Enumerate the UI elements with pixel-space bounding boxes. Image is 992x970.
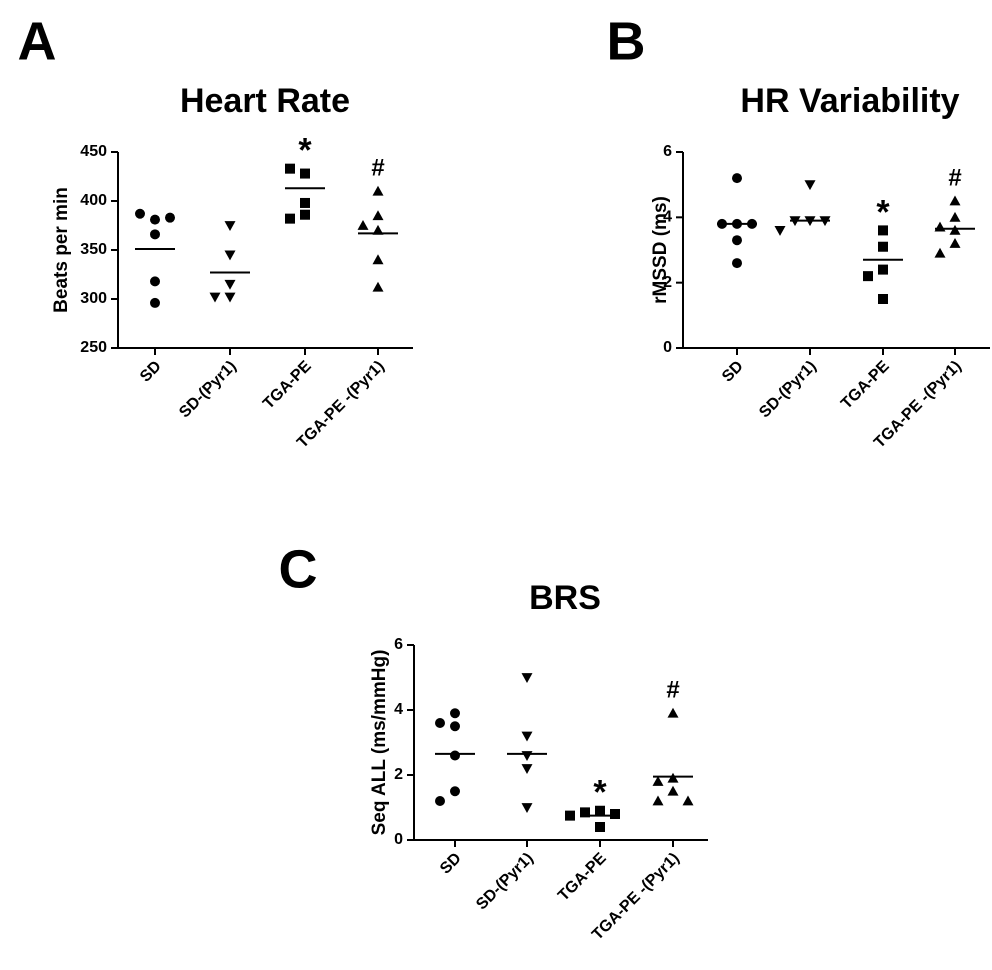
y-tick-label: 0	[394, 831, 403, 848]
x-tick-label: SD	[137, 358, 165, 386]
data-point	[610, 809, 620, 819]
data-point	[521, 751, 533, 761]
y-tick-label: 250	[80, 339, 107, 356]
data-point	[595, 805, 605, 816]
y-tick-label: 2	[663, 274, 672, 291]
y-axis-label: Beats per min	[51, 187, 72, 313]
data-point	[934, 247, 946, 258]
data-point	[667, 772, 679, 783]
data-point	[863, 271, 873, 282]
chart-title: BRS	[529, 579, 601, 617]
y-axis-label: rMSSD (ms)	[650, 196, 671, 304]
data-point	[285, 163, 295, 174]
data-point	[521, 731, 533, 742]
y-tick-label: 6	[663, 143, 672, 160]
x-tick-label: SD-(Pyr1)	[176, 358, 240, 422]
data-point	[732, 173, 742, 184]
data-point	[652, 795, 664, 806]
data-point	[450, 721, 460, 732]
data-point	[667, 785, 679, 796]
significance-mark: #	[666, 677, 679, 704]
data-point	[300, 197, 310, 208]
data-point	[300, 209, 310, 220]
data-point	[372, 224, 384, 235]
data-point	[878, 264, 888, 275]
data-point	[652, 776, 664, 786]
data-point	[774, 226, 786, 236]
significance-mark: *	[876, 193, 890, 231]
data-point	[667, 707, 679, 718]
data-point	[949, 211, 961, 222]
data-point	[372, 185, 384, 196]
data-point	[150, 214, 160, 225]
data-point	[372, 254, 384, 265]
data-point	[732, 235, 742, 246]
panel-label: A	[18, 11, 57, 71]
data-point	[150, 276, 160, 287]
y-tick-label: 4	[663, 209, 672, 226]
data-point	[949, 224, 961, 235]
y-tick-label: 0	[663, 339, 672, 356]
y-tick-label: 2	[394, 766, 403, 783]
y-tick-label: 4	[394, 701, 403, 718]
data-point	[580, 807, 590, 818]
data-point	[565, 810, 575, 821]
data-point	[732, 258, 742, 269]
data-point	[934, 221, 946, 232]
data-point	[285, 213, 295, 224]
data-point	[521, 673, 533, 683]
data-point	[521, 764, 533, 774]
y-tick-label: 450	[80, 143, 107, 160]
data-point	[450, 786, 460, 797]
data-point	[224, 250, 236, 261]
significance-mark: *	[298, 132, 312, 170]
data-point	[878, 294, 888, 304]
data-point	[135, 208, 145, 219]
y-tick-label: 400	[80, 192, 107, 209]
y-tick-label: 6	[394, 636, 403, 653]
data-point	[357, 220, 369, 230]
panel-label: B	[607, 11, 646, 71]
data-point	[150, 229, 160, 240]
data-point	[372, 210, 384, 221]
data-point	[209, 292, 221, 303]
x-tick-label: TGA-PE	[260, 358, 315, 413]
data-point	[949, 195, 961, 206]
x-tick-label: SD-(Pyr1)	[756, 358, 820, 422]
data-point	[878, 241, 888, 252]
data-point	[224, 279, 236, 290]
data-point	[878, 225, 888, 236]
x-tick-label: TGA-PE	[555, 850, 610, 905]
data-point	[435, 796, 445, 806]
data-point	[949, 237, 961, 248]
data-point	[300, 168, 310, 179]
x-tick-label: SD-(Pyr1)	[473, 850, 537, 914]
significance-mark: *	[593, 774, 607, 812]
data-point	[224, 221, 236, 231]
x-tick-label: TGA-PE	[838, 358, 893, 413]
x-tick-label: SD	[437, 850, 465, 878]
data-point	[682, 795, 694, 806]
chart-title: HR Variability	[740, 82, 959, 120]
data-point	[595, 822, 605, 832]
data-point	[165, 212, 175, 223]
chart-title: Heart Rate	[180, 82, 350, 120]
y-tick-label: 350	[80, 241, 107, 258]
data-point	[372, 281, 384, 292]
significance-mark: #	[371, 155, 384, 182]
panel-label: C	[279, 539, 318, 599]
data-point	[450, 750, 460, 761]
data-point	[450, 708, 460, 719]
data-point	[804, 180, 816, 191]
y-tick-label: 300	[80, 290, 107, 307]
significance-mark: #	[948, 164, 961, 191]
data-point	[521, 803, 533, 813]
y-axis-label: Seq ALL (ms/mmHg)	[369, 650, 390, 836]
data-point	[435, 718, 445, 728]
data-point	[224, 292, 236, 303]
data-point	[150, 297, 160, 308]
x-tick-label: SD	[719, 358, 747, 386]
